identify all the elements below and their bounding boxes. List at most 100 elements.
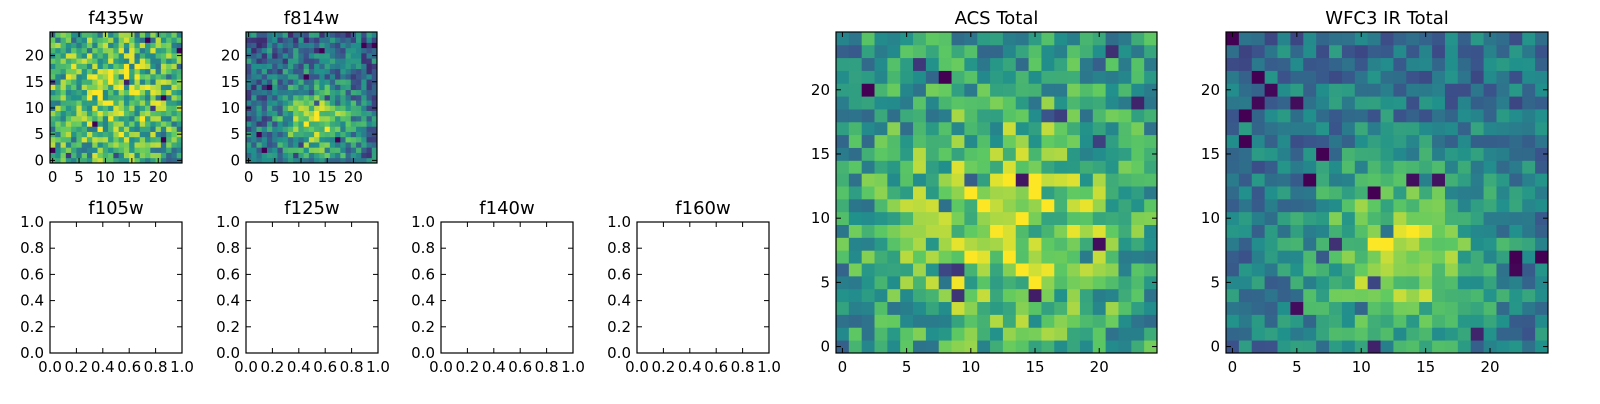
heatmap-cell — [272, 94, 278, 101]
heatmap-cell — [108, 110, 114, 117]
heatmap-cell — [60, 110, 67, 117]
heatmap-cell — [314, 89, 320, 96]
heatmap-cell — [97, 121, 104, 127]
heatmap-cell — [1144, 327, 1158, 341]
heatmap-cell — [366, 131, 373, 138]
heatmap-cell — [1496, 70, 1510, 84]
heatmap-cell — [134, 110, 141, 117]
heatmap-cell — [76, 100, 83, 106]
heatmap-cell — [1509, 275, 1523, 290]
heatmap-cell — [50, 147, 56, 153]
heatmap-cell — [951, 340, 965, 354]
heatmap-cell — [81, 131, 88, 138]
heatmap-cell — [1535, 250, 1549, 264]
heatmap-cell — [874, 250, 888, 264]
heatmap-cell — [1354, 340, 1369, 354]
heatmap-cell — [1535, 275, 1549, 290]
heatmap-cell — [1015, 83, 1029, 97]
heatmap-cell — [887, 96, 901, 110]
x-tick-label: 0.6 — [117, 358, 141, 376]
heatmap-cell — [1226, 237, 1240, 251]
heatmap-cell — [129, 152, 135, 159]
heatmap-cell — [964, 44, 978, 59]
heatmap-cell — [1041, 96, 1055, 110]
heatmap-cell — [145, 47, 151, 54]
heatmap-cell — [1067, 83, 1081, 97]
heatmap-cell — [1303, 160, 1317, 174]
heatmap-cell — [1444, 109, 1459, 123]
heatmap-cell — [293, 58, 299, 64]
heatmap-cell — [335, 63, 341, 70]
heatmap-cell — [92, 105, 98, 111]
heatmap-cell — [160, 79, 167, 85]
heatmap-cell — [356, 32, 362, 38]
heatmap-cell — [1054, 109, 1068, 123]
heatmap-cell — [155, 47, 162, 54]
x-tick-label: 5 — [902, 358, 912, 376]
heatmap-cell — [848, 224, 863, 238]
panel-3: 0.0 0.2 0.4 0.6 0.8 1.00.00.20.40.60.81.0f125… — [216, 198, 390, 376]
heatmap-cell — [1079, 96, 1094, 110]
heatmap-cell — [1457, 198, 1472, 213]
heatmap-cell — [938, 327, 952, 341]
heatmap-cell — [155, 115, 162, 122]
heatmap-cell — [102, 147, 109, 153]
heatmap-cell — [964, 211, 978, 225]
heatmap-cell — [176, 37, 183, 43]
heatmap-cell — [1264, 173, 1278, 187]
heatmap-cell — [1303, 327, 1317, 341]
heatmap-cell — [925, 340, 940, 354]
heatmap-cell — [1118, 83, 1132, 97]
heatmap-cell — [86, 79, 93, 85]
heatmap-cell — [361, 126, 367, 132]
heatmap-cell — [1002, 186, 1017, 200]
heatmap-cell — [345, 94, 352, 101]
heatmap-cell — [86, 157, 93, 164]
heatmap-cell — [1406, 288, 1420, 303]
heatmap-cell — [1002, 70, 1017, 84]
heatmap-cell — [1092, 314, 1107, 328]
heatmap-cell — [1028, 134, 1042, 148]
heatmap-cell — [256, 136, 263, 143]
heatmap-cell — [129, 131, 135, 138]
heatmap-cell — [1290, 275, 1304, 290]
heatmap-cell — [1028, 211, 1042, 225]
heatmap-cell — [139, 157, 146, 164]
heatmap-cell — [1367, 237, 1381, 251]
heatmap-cell — [160, 100, 167, 106]
heatmap-cell — [1380, 147, 1394, 161]
y-tick-label: 0.0 — [607, 344, 631, 362]
heatmap-cell — [272, 63, 278, 70]
heatmap-cell — [356, 131, 362, 138]
heatmap-cell — [65, 105, 72, 111]
heatmap-cell — [1131, 263, 1145, 277]
heatmap-cell — [1144, 198, 1158, 213]
heatmap-cell — [1028, 288, 1042, 303]
heatmap-cell — [1483, 237, 1497, 251]
heatmap-cell — [1264, 96, 1278, 110]
heatmap-cell — [1470, 327, 1484, 341]
heatmap-cell — [60, 58, 67, 64]
heatmap-cell — [1303, 250, 1317, 264]
heatmap-cell — [65, 100, 72, 106]
axes-frame — [440, 221, 574, 354]
heatmap-cell — [1092, 275, 1107, 290]
heatmap-cell — [1393, 250, 1407, 264]
heatmap-cell — [366, 58, 373, 64]
heatmap-cell — [1118, 96, 1132, 110]
heatmap-cell — [1354, 275, 1369, 290]
heatmap-cell — [97, 131, 104, 138]
heatmap-cell — [1028, 70, 1042, 84]
heatmap-cell — [308, 136, 315, 143]
heatmap-cell — [282, 110, 289, 117]
heatmap-cell — [1341, 250, 1356, 264]
heatmap-cell — [1316, 160, 1330, 174]
heatmap-cell — [836, 288, 850, 303]
heatmap-cell — [1470, 224, 1484, 238]
heatmap-cell — [874, 288, 888, 303]
heatmap-cell — [951, 314, 965, 328]
heatmap-cell — [900, 121, 914, 136]
heatmap-cell — [1509, 96, 1523, 110]
heatmap-cell — [1329, 44, 1343, 59]
heatmap-cell — [1316, 96, 1330, 110]
